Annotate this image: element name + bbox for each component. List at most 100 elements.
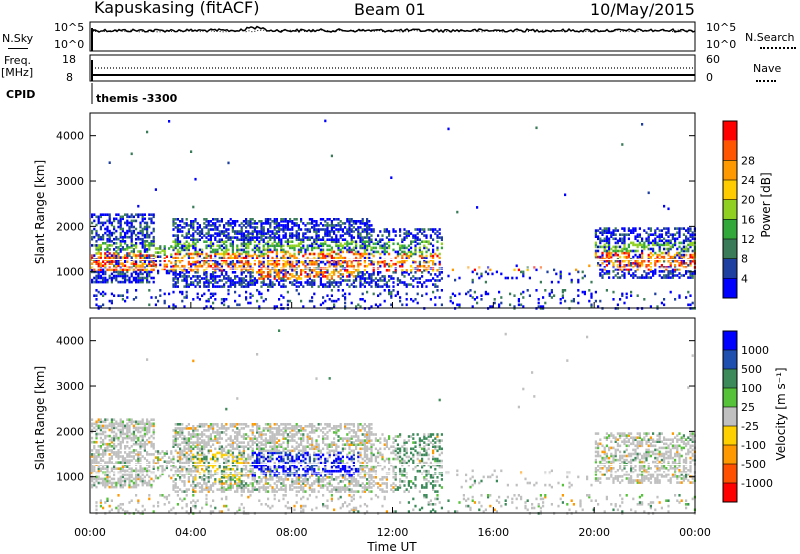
echo-cell	[190, 484, 193, 487]
echo-cell	[368, 262, 371, 266]
echo-cell	[434, 232, 437, 235]
echo-cell	[192, 252, 195, 256]
echo-cell	[207, 298, 210, 301]
echo-cell	[603, 245, 606, 249]
echo-cell	[108, 485, 111, 489]
echo-cell	[678, 227, 681, 230]
echo-cell	[608, 262, 611, 265]
echo-cell	[407, 244, 410, 248]
echo-cell	[106, 256, 109, 259]
echo-cell	[218, 269, 221, 272]
echo-cell	[159, 494, 162, 497]
echo-cell	[392, 262, 395, 266]
echo-cell	[181, 256, 184, 260]
echo-cell	[185, 467, 188, 471]
echo-cell	[253, 236, 256, 239]
echo-cell	[176, 224, 179, 227]
echo-cell	[183, 242, 186, 246]
echo-cell	[410, 277, 413, 280]
echo-cell	[187, 246, 190, 250]
echo-cell	[434, 283, 437, 286]
echo-cell	[247, 262, 250, 266]
echo-cell	[663, 227, 666, 230]
echo-cell	[245, 226, 248, 229]
echo-cell	[674, 239, 677, 243]
echo-cell	[185, 510, 188, 513]
echo-cell	[183, 222, 186, 225]
echo-cell	[647, 227, 650, 230]
echo-cell	[440, 303, 443, 307]
echo-cell	[251, 230, 254, 233]
echo-cell	[143, 260, 146, 263]
echo-cell	[361, 236, 364, 239]
echo-cell	[275, 279, 278, 282]
echo-cell	[187, 433, 190, 436]
echo-cell	[361, 242, 364, 246]
echo-cell	[363, 285, 366, 288]
echo-cell	[172, 463, 175, 467]
echo-cell	[238, 449, 241, 453]
echo-cell	[645, 264, 648, 267]
echo-cell	[616, 253, 619, 257]
echo-cell	[124, 242, 127, 245]
echo-cell	[229, 242, 232, 246]
echo-cell	[434, 285, 437, 288]
echo-cell	[165, 464, 168, 468]
echo-cell	[106, 469, 109, 473]
echo-cell	[245, 242, 248, 246]
echo-cell	[152, 432, 155, 436]
echo-cell	[669, 233, 672, 236]
echo-cell	[669, 264, 672, 267]
echo-cell	[350, 271, 353, 274]
echo-cell	[245, 279, 248, 282]
echo-cell	[308, 236, 311, 239]
echo-cell	[181, 480, 184, 483]
echo-cell	[108, 268, 111, 272]
echo-cell	[665, 227, 668, 230]
echo-cell	[152, 260, 155, 263]
echo-cell	[91, 244, 94, 247]
echo-cell	[438, 260, 441, 264]
echo-cell	[115, 246, 118, 249]
echo-cell	[234, 236, 237, 239]
echo-cell	[121, 246, 124, 249]
echo-cell	[132, 231, 135, 235]
echo-cell	[335, 299, 338, 303]
echo-cell	[559, 298, 562, 301]
echo-cell	[423, 258, 426, 262]
echo-cell	[546, 270, 549, 274]
echo-cell	[113, 227, 116, 231]
echo-cell	[152, 237, 155, 241]
echo-cell	[192, 234, 195, 237]
echo-cell	[385, 236, 388, 239]
echo-cell	[205, 501, 208, 504]
echo-cell	[128, 278, 131, 282]
echo-cell	[220, 449, 223, 453]
echo-cell	[476, 296, 479, 299]
echo-cell	[152, 268, 155, 272]
echo-cell	[297, 232, 300, 235]
echo-cell	[159, 474, 162, 478]
echo-cell	[152, 240, 155, 243]
echo-cell	[201, 445, 204, 448]
echo-cell	[674, 233, 677, 236]
echo-cell	[605, 251, 608, 255]
echo-cell	[253, 252, 256, 256]
echo-cell	[132, 451, 135, 454]
echo-cell	[102, 477, 105, 481]
echo-cell	[359, 236, 362, 239]
echo-cell	[119, 240, 122, 243]
echo-cell	[157, 299, 160, 303]
echo-cell	[203, 240, 206, 243]
echo-cell	[674, 264, 677, 267]
echo-cell	[300, 271, 303, 274]
echo-cell	[289, 281, 292, 284]
echo-cell	[236, 220, 239, 223]
echo-cell	[284, 271, 287, 274]
echo-cell	[313, 279, 316, 282]
echo-cell	[247, 264, 250, 268]
echo-cell	[110, 256, 113, 259]
echo-cell	[181, 437, 184, 440]
echo-cell	[185, 504, 188, 508]
echo-cell	[374, 238, 377, 241]
